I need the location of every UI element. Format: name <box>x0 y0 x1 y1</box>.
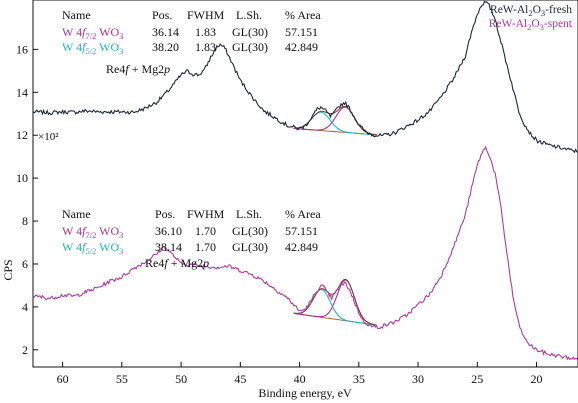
fit-curves <box>293 105 377 326</box>
table-cell-area: 42.849 <box>285 40 318 54</box>
legend: ReW-Al2O3-fresh ReW-Al2O3-spent <box>489 4 573 32</box>
table-cell-lsh: GL(30) <box>232 25 268 39</box>
table-header-name: Name <box>62 8 91 22</box>
x-tick-label: 30 <box>412 372 424 386</box>
table-cell-pos: 36.14 <box>152 25 179 39</box>
spectrum-line-fresh <box>32 0 578 154</box>
table-cell-fwhm: 1.83 <box>195 25 216 39</box>
table-header-name: Name <box>62 207 91 221</box>
y-tick-label: 14 <box>16 85 28 99</box>
y-tick-label: 2 <box>22 343 28 357</box>
table-cell-pos: 36.10 <box>155 224 182 238</box>
fit-table-fresh: Name Pos. FWHM L.Sh. % Area W 4f7/2 WO3 … <box>62 8 321 56</box>
table-header-lsh: L.Sh. <box>236 207 262 221</box>
table-cell-area: 57.151 <box>285 224 318 238</box>
fit-peak-spent-0 <box>293 279 377 326</box>
table-cell-area: 57.151 <box>285 25 318 39</box>
spectra <box>32 0 578 362</box>
table-header-fwhm: FWHM <box>187 8 225 22</box>
y-tick-label: 6 <box>22 257 28 271</box>
y-tick-label: 8 <box>22 214 28 228</box>
y-axis-ticks: 2 4 6 8 10 12 14 16 <box>16 42 38 357</box>
spectrum-line-spent <box>32 145 578 362</box>
table-row-name: W 4f5/2 WO3 <box>62 40 123 56</box>
peak-annotation-fresh: Re4f + Mg2p <box>106 62 170 76</box>
table-cell-area: 42.849 <box>285 240 318 254</box>
legend-item-spent: ReW-Al2O3-spent <box>489 18 573 32</box>
table-cell-lsh: GL(30) <box>232 240 268 254</box>
y-tick-label: 16 <box>16 42 28 56</box>
table-cell-lsh: GL(30) <box>232 40 268 54</box>
fit-envelope-spent <box>293 278 377 326</box>
table-cell-fwhm: 1.83 <box>195 40 216 54</box>
plot-frame <box>32 0 578 368</box>
table-row-name: W 4f7/2 WO3 <box>62 25 123 41</box>
x-axis-label: Binding energy, eV <box>258 386 352 400</box>
y-tick-label: 12 <box>16 128 28 142</box>
x-axis-ticks: 60 55 50 45 40 35 30 25 20 <box>57 362 543 386</box>
peak-annotation-spent: Re4f + Mg2p <box>145 256 209 270</box>
table-cell-pos: 38.20 <box>152 40 179 54</box>
x-tick-label: 45 <box>234 372 246 386</box>
table-row-name: W 4f7/2 WO3 <box>62 224 123 240</box>
x-tick-label: 25 <box>471 372 483 386</box>
x-tick-label: 40 <box>294 372 306 386</box>
legend-item-fresh: ReW-Al2O3-fresh <box>490 4 572 18</box>
x-tick-label: 35 <box>353 372 365 386</box>
table-header-area: % Area <box>285 8 321 22</box>
x-tick-label: 60 <box>57 372 69 386</box>
table-cell-pos: 38.14 <box>155 240 182 254</box>
table-cell-lsh: GL(30) <box>232 224 268 238</box>
x-tick-label: 50 <box>175 372 187 386</box>
table-row-name: W 4f5/2 WO3 <box>62 240 123 256</box>
y-axis-label: CPS <box>1 259 15 280</box>
table-cell-fwhm: 1.70 <box>195 240 216 254</box>
table-header-area: % Area <box>285 207 321 221</box>
table-header-fwhm: FWHM <box>187 207 225 221</box>
x-tick-label: 55 <box>116 372 128 386</box>
y-tick-label: 10 <box>16 171 28 185</box>
table-cell-fwhm: 1.70 <box>195 224 216 238</box>
table-header-pos: Pos. <box>152 8 172 22</box>
table-header-lsh: L.Sh. <box>236 8 262 22</box>
y-axis-multiplier: ×10² <box>38 131 59 143</box>
y-tick-label: 4 <box>22 300 28 314</box>
table-header-pos: Pos. <box>155 207 175 221</box>
fit-table-spent: Name Pos. FWHM L.Sh. % Area W 4f7/2 WO3 … <box>62 207 321 256</box>
x-tick-label: 20 <box>531 372 543 386</box>
